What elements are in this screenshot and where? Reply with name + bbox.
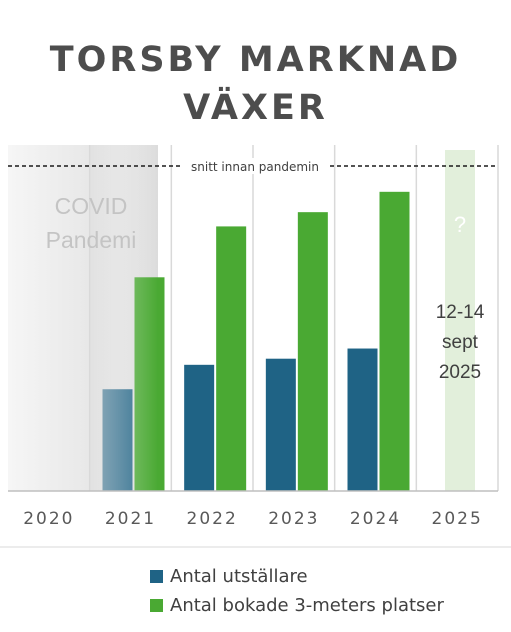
date-annotation-line-2: sept xyxy=(442,332,479,353)
question-mark-annotation: ? xyxy=(454,212,466,237)
legend-swatch-platser xyxy=(150,599,163,612)
tick-label-2020: 2020 xyxy=(23,509,74,529)
bar-utstallare-2022 xyxy=(184,364,215,491)
covid-annotation-line-2: Pandemi xyxy=(46,227,137,253)
legend-label-platser: Antal bokade 3-meters platser xyxy=(170,595,444,616)
chart-title-line-1: TORSBY MARKNAD xyxy=(49,40,462,80)
reference-line-label-bg xyxy=(183,158,327,174)
bar-platser-2023 xyxy=(297,212,328,491)
tick-label-2024: 2024 xyxy=(350,509,401,529)
tick-label-2021: 2021 xyxy=(105,509,156,529)
bar-platser-2022 xyxy=(216,226,247,492)
tick-label-2022: 2022 xyxy=(187,509,238,529)
x-axis-ticks: 2020 2021 2022 2023 2024 2025 xyxy=(23,509,483,529)
reference-line-label: snitt innan pandemin xyxy=(191,160,319,174)
chart-title: TORSBY MARKNAD VÄXER xyxy=(0,36,511,132)
future-2025-placeholder xyxy=(445,150,475,491)
bar-platser-2024 xyxy=(379,191,410,491)
chart-title-line-2: VÄXER xyxy=(183,88,328,128)
tick-label-2025: 2025 xyxy=(432,509,483,529)
legend-swatch-utstallare xyxy=(150,570,163,583)
covid-annotation-line-1: COVID xyxy=(55,193,128,219)
bar-utstallare-2023 xyxy=(265,358,296,491)
legend-item-utstallare: Antal utställare xyxy=(150,562,444,591)
tick-label-2023: 2023 xyxy=(268,509,319,529)
legend-label-utstallare: Antal utställare xyxy=(170,566,308,587)
date-annotation-line-1: 12-14 xyxy=(436,302,485,323)
covid-fade-overlay xyxy=(90,145,158,491)
date-annotation-line-3: 2025 xyxy=(439,362,481,383)
legend-item-platser: Antal bokade 3-meters platser xyxy=(150,591,444,620)
grid-lines xyxy=(88,145,499,491)
bar-utstallare-2024 xyxy=(347,348,378,491)
legend: Antal utställare Antal bokade 3-meters p… xyxy=(150,562,444,620)
